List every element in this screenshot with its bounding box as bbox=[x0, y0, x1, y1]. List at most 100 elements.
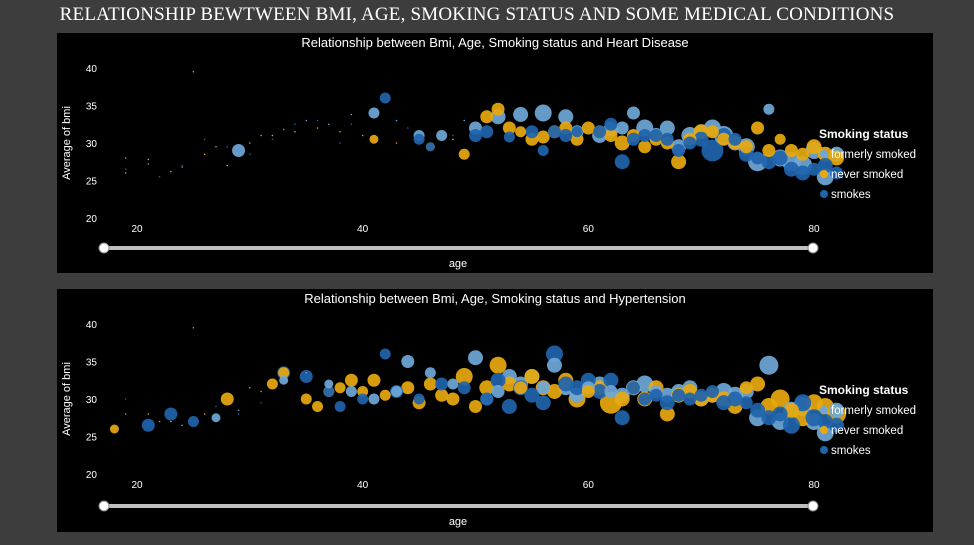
data-point-never-smoked bbox=[401, 381, 415, 395]
data-point-formerly-smoked bbox=[615, 121, 629, 135]
data-point-never-smoked bbox=[774, 133, 786, 145]
data-point-never-smoked bbox=[294, 130, 296, 133]
data-point-formerly-smoked bbox=[759, 355, 779, 375]
data-point-never-smoked bbox=[266, 378, 278, 390]
data-point-never-smoked bbox=[344, 373, 358, 387]
data-point-never-smoked bbox=[489, 356, 507, 374]
data-point-never-smoked bbox=[249, 386, 251, 389]
data-point-never-smoked bbox=[739, 381, 753, 395]
data-point-smokes bbox=[141, 418, 155, 432]
data-point-formerly-smoked bbox=[395, 119, 398, 122]
data-point-formerly-smoked bbox=[436, 130, 448, 141]
data-point-never-smoked bbox=[249, 142, 251, 144]
data-point-smokes bbox=[124, 168, 127, 171]
data-point-never-smoked bbox=[829, 150, 845, 166]
data-point-formerly-smoked bbox=[328, 123, 330, 126]
data-point-never-smoked bbox=[604, 129, 618, 142]
data-point-smokes bbox=[638, 129, 652, 142]
data-point-never-smoked bbox=[192, 70, 195, 73]
data-point-smokes bbox=[772, 406, 788, 422]
data-point-never-smoked bbox=[369, 134, 379, 144]
data-point-never-smoked bbox=[581, 121, 595, 135]
data-point-smokes bbox=[592, 384, 608, 399]
data-point-smokes bbox=[480, 125, 494, 139]
data-point-smokes bbox=[413, 133, 425, 145]
data-point-smokes bbox=[524, 387, 540, 403]
data-point-formerly-smoked bbox=[232, 144, 246, 157]
data-point-never-smoked bbox=[750, 376, 766, 392]
data-point-formerly-smoked bbox=[463, 119, 466, 122]
data-point-formerly-smoked bbox=[158, 420, 161, 423]
data-point-never-smoked bbox=[796, 147, 810, 161]
data-point-smokes bbox=[413, 393, 425, 405]
data-point-never-smoked bbox=[546, 384, 562, 399]
data-point-formerly-smoked bbox=[215, 145, 217, 148]
data-point-never-smoked bbox=[739, 140, 753, 154]
data-point-never-smoked bbox=[423, 377, 437, 391]
data-point-formerly-smoked bbox=[424, 367, 436, 379]
data-point-formerly-smoked bbox=[181, 424, 183, 427]
data-point-never-smoked bbox=[717, 132, 731, 146]
data-point-never-smoked bbox=[203, 153, 206, 156]
data-point-never-smoked bbox=[452, 138, 454, 141]
data-point-never-smoked bbox=[705, 125, 719, 139]
data-point-smokes bbox=[407, 127, 409, 129]
data-point-formerly-smoked bbox=[211, 413, 221, 423]
data-point-never-smoked bbox=[109, 424, 119, 434]
data-point-smokes bbox=[683, 392, 697, 406]
legend-entry-smokes: smokes bbox=[831, 445, 871, 457]
data-point-never-smoked bbox=[361, 134, 364, 137]
data-point-never-smoked bbox=[751, 121, 765, 135]
y-tick-label: 30 bbox=[86, 395, 98, 406]
data-point-formerly-smoked bbox=[391, 386, 403, 397]
legend-entry-smokes: smokes bbox=[831, 189, 871, 201]
data-point-smokes bbox=[124, 398, 127, 400]
age-range-slider-end-handle[interactable] bbox=[807, 242, 819, 254]
data-point-formerly-smoked bbox=[345, 386, 357, 397]
data-point-formerly-smoked bbox=[534, 104, 552, 122]
y-tick-label: 25 bbox=[86, 433, 98, 444]
data-point-formerly-smoked bbox=[604, 385, 618, 398]
data-point-smokes bbox=[187, 416, 199, 427]
data-point-formerly-smoked bbox=[368, 107, 380, 119]
data-point-formerly-smoked bbox=[147, 163, 150, 165]
data-point-formerly-smoked bbox=[368, 393, 380, 405]
age-range-slider-start-handle[interactable] bbox=[98, 242, 110, 254]
x-tick-label: 80 bbox=[808, 480, 820, 491]
data-point-smokes bbox=[728, 132, 742, 146]
data-point-formerly-smoked bbox=[260, 390, 262, 393]
data-point-smokes bbox=[435, 377, 449, 391]
data-point-never-smoked bbox=[446, 392, 460, 406]
data-point-smokes bbox=[750, 402, 766, 418]
data-point-never-smoked bbox=[491, 102, 505, 116]
data-point-never-smoked bbox=[203, 413, 206, 415]
data-point-smokes bbox=[794, 394, 812, 412]
data-point-smokes bbox=[569, 380, 585, 396]
data-point-smokes bbox=[751, 151, 765, 165]
data-point-smokes bbox=[350, 123, 353, 126]
data-point-never-smoked bbox=[514, 381, 528, 395]
data-point-smokes bbox=[334, 401, 346, 412]
x-axis-label: age bbox=[449, 516, 467, 528]
age-range-slider-start-handle[interactable] bbox=[98, 500, 110, 512]
data-point-smokes bbox=[547, 125, 561, 139]
data-point-smokes bbox=[323, 386, 335, 397]
data-point-never-smoked bbox=[124, 172, 127, 174]
data-point-smokes bbox=[425, 142, 435, 152]
data-point-smokes bbox=[164, 407, 178, 421]
hypertension-scatter-chart: Relationship between Bmi, Age, Smoking s… bbox=[61, 291, 916, 528]
data-point-formerly-smoked bbox=[546, 357, 562, 373]
data-point-smokes bbox=[490, 372, 506, 388]
legend-marker-never-smoked bbox=[820, 426, 828, 434]
data-point-smokes bbox=[181, 164, 183, 167]
legend-marker-smokes bbox=[820, 190, 828, 198]
data-point-smokes bbox=[603, 372, 619, 388]
age-range-slider-end-handle[interactable] bbox=[807, 500, 819, 512]
data-point-smokes bbox=[357, 393, 369, 405]
data-point-never-smoked bbox=[300, 393, 312, 405]
data-point-formerly-smoked bbox=[282, 128, 285, 131]
x-tick-label: 60 bbox=[583, 224, 595, 235]
data-point-smokes bbox=[830, 166, 844, 180]
data-point-smokes bbox=[571, 126, 583, 138]
data-point-never-smoked bbox=[170, 420, 172, 423]
